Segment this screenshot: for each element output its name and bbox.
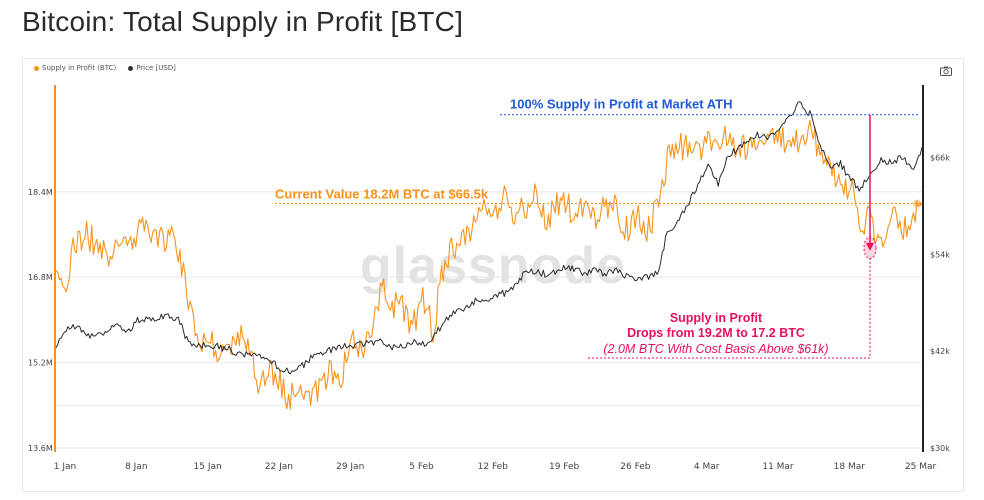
x-tick-label-2: 15 Jan bbox=[194, 462, 222, 472]
x-tick-label-8: 26 Feb bbox=[620, 462, 651, 472]
y-right-ticks: $30k $42k $54k $66k bbox=[930, 154, 950, 453]
y-left-tick-label-0: 13.6M bbox=[28, 444, 53, 453]
drop-annotation-note: (2.0M BTC With Cost Basis Above $61k) bbox=[603, 342, 828, 356]
chart-legend[interactable]: Supply in Profit (BTC) Price [USD] bbox=[34, 64, 176, 72]
legend-label-supply: Supply in Profit (BTC) bbox=[42, 64, 117, 72]
x-tick-label-5: 5 Feb bbox=[409, 462, 434, 472]
x-tick-label-11: 18 Mar bbox=[834, 462, 866, 472]
x-axis-ticks: 1 Jan 8 Jan 15 Jan 22 Jan 29 Jan 5 Feb 12 Feb 1… bbox=[54, 462, 937, 472]
current-value-annotation: Current Value 18.2M BTC at $66.5k bbox=[275, 186, 489, 201]
x-tick-label-4: 29 Jan bbox=[336, 462, 364, 472]
x-tick-label-6: 12 Feb bbox=[478, 462, 509, 472]
drop-arrow-head bbox=[866, 242, 874, 251]
x-tick-label-12: 25 Mar bbox=[905, 462, 937, 472]
y-right-tick-label-2: $54k bbox=[930, 250, 950, 259]
y-left-ticks: 13.6M 15.2M 16.8M 18.4M bbox=[28, 188, 53, 453]
current-value-marker bbox=[913, 199, 921, 208]
legend-swatch-supply bbox=[34, 65, 39, 71]
y-left-tick-label-1: 15.2M bbox=[28, 359, 53, 368]
series-line-supply bbox=[55, 119, 923, 410]
drop-annotation-title: Supply in Profit bbox=[670, 311, 763, 325]
annotations: 100% Supply in Profit at Market ATH Curre… bbox=[275, 97, 922, 359]
y-right-tick-label-3: $66k bbox=[930, 154, 950, 163]
drop-annotation-detail: Drops from 19.2M to 17.2 BTC bbox=[627, 326, 805, 340]
x-tick-label-3: 22 Jan bbox=[265, 462, 293, 472]
legend-item-price[interactable]: Price [USD] bbox=[128, 64, 176, 72]
x-tick-label-1: 8 Jan bbox=[125, 462, 147, 472]
ath-annotation: 100% Supply in Profit at Market ATH bbox=[510, 97, 733, 112]
chart-frame bbox=[22, 58, 964, 492]
x-tick-label-7: 19 Feb bbox=[549, 462, 580, 472]
y-right-tick-label-1: $42k bbox=[930, 347, 950, 356]
legend-item-supply[interactable]: Supply in Profit (BTC) bbox=[34, 64, 116, 72]
legend-label-price: Price [USD] bbox=[136, 64, 176, 72]
camera-icon[interactable] bbox=[940, 66, 952, 76]
grid-lines bbox=[56, 191, 922, 449]
y-left-tick-label-2: 16.8M bbox=[28, 273, 53, 282]
y-left-tick-label-3: 18.4M bbox=[28, 188, 53, 197]
page-title: Bitcoin: Total Supply in Profit [BTC] bbox=[22, 6, 464, 37]
series-layer bbox=[55, 101, 923, 410]
y-right-tick-label-0: $30k bbox=[930, 444, 950, 453]
x-tick-label-0: 1 Jan bbox=[54, 462, 76, 472]
drop-highlight bbox=[863, 236, 877, 260]
legend-swatch-price bbox=[128, 65, 134, 71]
watermark: glassnode bbox=[360, 237, 626, 295]
series-line-price bbox=[55, 101, 923, 375]
x-tick-label-10: 11 Mar bbox=[762, 462, 794, 472]
x-tick-label-9: 4 Mar bbox=[694, 462, 720, 472]
